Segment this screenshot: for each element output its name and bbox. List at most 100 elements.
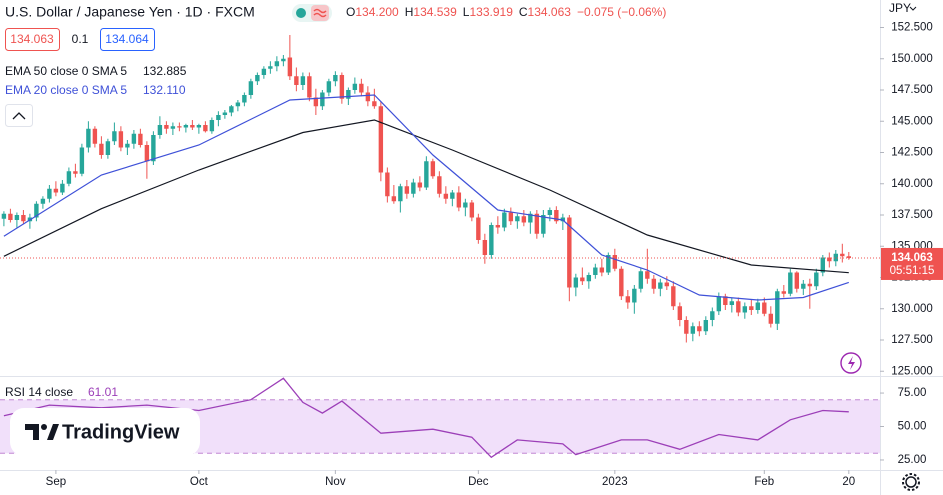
candle-body — [86, 128, 91, 148]
candle-body — [404, 186, 410, 194]
candle-body — [378, 106, 384, 173]
candle-body — [430, 161, 436, 177]
candle-body — [398, 186, 403, 202]
legend: EMA 50 close 0 SMA 5 132.885 EMA 20 close … — [5, 64, 187, 399]
buy-button[interactable] — [100, 28, 155, 51]
candle-body — [781, 291, 787, 294]
candle-body — [580, 277, 585, 282]
candle-body — [53, 188, 59, 193]
buy-price: 134.064 — [105, 32, 149, 46]
rsi-tick-label: 50.00 — [898, 421, 927, 433]
candle-body — [690, 326, 696, 334]
candle-body — [164, 125, 169, 129]
ohlc-value: 134.539 — [413, 5, 457, 19]
candle-body — [222, 112, 228, 115]
candle-body — [606, 255, 611, 273]
candle-body — [541, 215, 546, 234]
candle-body — [554, 210, 559, 222]
candle-body — [762, 302, 767, 314]
sell-button[interactable] — [5, 28, 60, 51]
logo-dot — [41, 424, 47, 430]
flag-icon-glyph — [313, 8, 327, 18]
candle-body — [729, 301, 735, 305]
legend-name: EMA 20 close 0 SMA 5 — [5, 83, 127, 97]
candle-body — [92, 128, 98, 144]
spread: 0.1 — [72, 32, 89, 46]
candle-body — [339, 75, 345, 99]
candle-body — [248, 81, 254, 95]
candle-body — [352, 83, 358, 90]
candle-body — [593, 267, 598, 275]
candle-body — [34, 203, 39, 218]
candle-body — [807, 283, 813, 287]
candle-body — [697, 326, 702, 332]
candle-body — [177, 126, 182, 128]
candle-body — [482, 240, 488, 255]
candle-body — [170, 126, 176, 129]
candle-body — [203, 125, 208, 132]
watermark-text: TradingView — [62, 421, 180, 443]
ohlc-value: 134.200 — [355, 5, 399, 19]
candle-body — [125, 143, 130, 148]
rsi-line — [3, 377, 849, 459]
market-open-dot — [296, 8, 306, 18]
candle-body — [794, 272, 800, 289]
candle-body — [346, 90, 351, 99]
candle-body — [99, 143, 104, 155]
candle-body — [242, 95, 247, 103]
candle-body — [749, 306, 754, 310]
ema-line — [3, 94, 849, 301]
candle-body — [196, 125, 202, 128]
candle-body — [671, 286, 676, 307]
candle-body — [281, 58, 286, 62]
candle-body — [235, 102, 241, 107]
candle-body — [229, 106, 234, 113]
x-tick-label: Feb — [754, 476, 774, 488]
logo-part — [47, 424, 59, 440]
candle-body — [742, 306, 748, 313]
candle-body — [144, 145, 150, 162]
candle-body — [612, 255, 618, 269]
candle-body — [710, 311, 715, 320]
collapse-button[interactable] — [5, 104, 33, 127]
candle-body — [313, 97, 319, 107]
candle-body — [60, 183, 65, 193]
y-tick-label: 147.500 — [891, 84, 933, 96]
candle-body — [547, 210, 553, 215]
currency-label[interactable]: JPY — [889, 1, 911, 15]
candle-body — [307, 76, 312, 98]
candle-body — [619, 268, 624, 297]
candle-body — [840, 253, 845, 257]
candle-body — [768, 313, 774, 324]
candle-body — [456, 192, 462, 208]
candle-body — [73, 171, 78, 174]
x-tick-label: Oct — [190, 476, 209, 488]
ohlc-value: 133.919 — [469, 5, 513, 19]
legend-value: 132.110 — [143, 83, 186, 97]
rsi-tick-label: 75.00 — [898, 387, 927, 399]
y-tick-label: 145.000 — [891, 115, 933, 127]
candle-body — [333, 75, 338, 82]
y-tick-label: 140.000 — [891, 178, 933, 190]
x-tick-label: 20 — [842, 476, 855, 488]
rsi-tick-label: 25.00 — [898, 454, 927, 466]
candle-body — [47, 188, 52, 199]
candle-body — [502, 212, 507, 228]
flag-icon[interactable] — [311, 5, 329, 21]
lightning-icon — [848, 356, 855, 370]
candle-body — [846, 256, 852, 258]
candle-body — [638, 271, 644, 289]
ohlc-label: C — [519, 5, 528, 19]
candle-body — [827, 257, 832, 262]
candle-body — [131, 133, 137, 144]
candle-body — [450, 192, 455, 199]
candle-body — [814, 272, 819, 287]
candle-body — [261, 68, 267, 75]
candle-body — [255, 75, 260, 82]
y-tick-label: 127.500 — [891, 334, 933, 346]
settings-button[interactable] — [905, 476, 917, 488]
x-tick-label: 2023 — [602, 476, 628, 488]
candle-body — [391, 196, 397, 202]
y-tick-label: 130.000 — [891, 303, 933, 315]
